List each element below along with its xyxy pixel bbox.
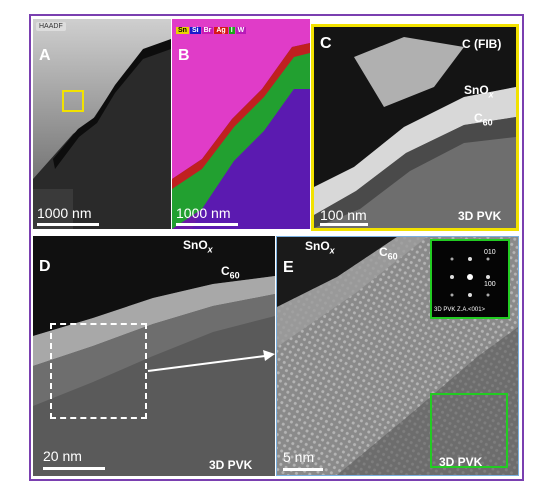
panel-b-label: B [178, 47, 190, 64]
fft-100-label: 100 [484, 281, 496, 288]
element-legend: Sn Si Br Ag I W [176, 27, 247, 34]
legend-w: W [235, 27, 247, 34]
fft-inset: 010 100 3D PVK Z.A.<001> [430, 239, 510, 319]
panel-d: D SnOx C60 20 nm 3D PVK [33, 236, 275, 476]
legend-ag: Ag [214, 27, 228, 34]
scale-label-d: 20 nm [43, 448, 82, 464]
legend-sn: Sn [176, 27, 189, 34]
scale-bar-e [283, 468, 323, 471]
fft-caption: 3D PVK Z.A.<001> [434, 307, 486, 313]
legend-i: I [228, 27, 235, 34]
scale-bar-d [43, 467, 105, 470]
scale-bar-a [37, 223, 99, 226]
legend-si: Si [189, 27, 201, 34]
panel-c: C C (FIB) SnOx C60 100 nm 3D PVK [311, 24, 519, 231]
panel-e-label: E [283, 259, 294, 276]
panel-d-image [33, 236, 275, 476]
panel-c-image [314, 27, 516, 228]
panel-c-c60: C60 [474, 111, 493, 128]
panel-a-label: A [39, 47, 51, 64]
panel-b: Sn Si Br Ag I W B 1000 nm [172, 19, 310, 229]
zoom-region-box [50, 323, 147, 419]
panel-d-c60: C60 [221, 264, 240, 281]
scale-label-e: 5 nm [283, 449, 315, 465]
zoom-arrow [147, 350, 275, 372]
scale-label-b: 1000 nm [176, 205, 231, 221]
scale-bar-c [320, 223, 368, 226]
panel-b-image [172, 19, 310, 229]
panel-d-label: D [39, 258, 51, 275]
panel-d-pvk: 3D PVK [209, 458, 253, 472]
panel-c-pvk: 3D PVK [458, 209, 502, 223]
panel-c-title: C (FIB) [462, 37, 502, 51]
panel-a: HAADF A 1000 nm [33, 19, 171, 229]
panel-e-snox: SnOx [305, 239, 335, 256]
scale-bar-b [176, 223, 238, 226]
panel-e-pvk: 3D PVK [439, 455, 483, 469]
region-box-a [62, 90, 84, 112]
fft-pattern [450, 257, 490, 297]
panel-c-label: C [320, 35, 332, 52]
pvk-region-box [430, 393, 508, 468]
panel-a-image [33, 19, 171, 229]
panel-e: E SnOx C60 010 100 3D PVK Z.A.<001> 3D P… [276, 236, 519, 476]
legend-br: Br [201, 27, 214, 34]
panel-d-snox: SnOx [183, 238, 213, 255]
scale-label-c: 100 nm [320, 207, 367, 223]
scale-label-a: 1000 nm [37, 205, 92, 221]
panel-c-snox: SnOx [464, 83, 494, 100]
haadf-badge: HAADF [36, 22, 66, 31]
panel-e-c60: C60 [379, 245, 398, 262]
fft-010-label: 010 [484, 249, 496, 256]
